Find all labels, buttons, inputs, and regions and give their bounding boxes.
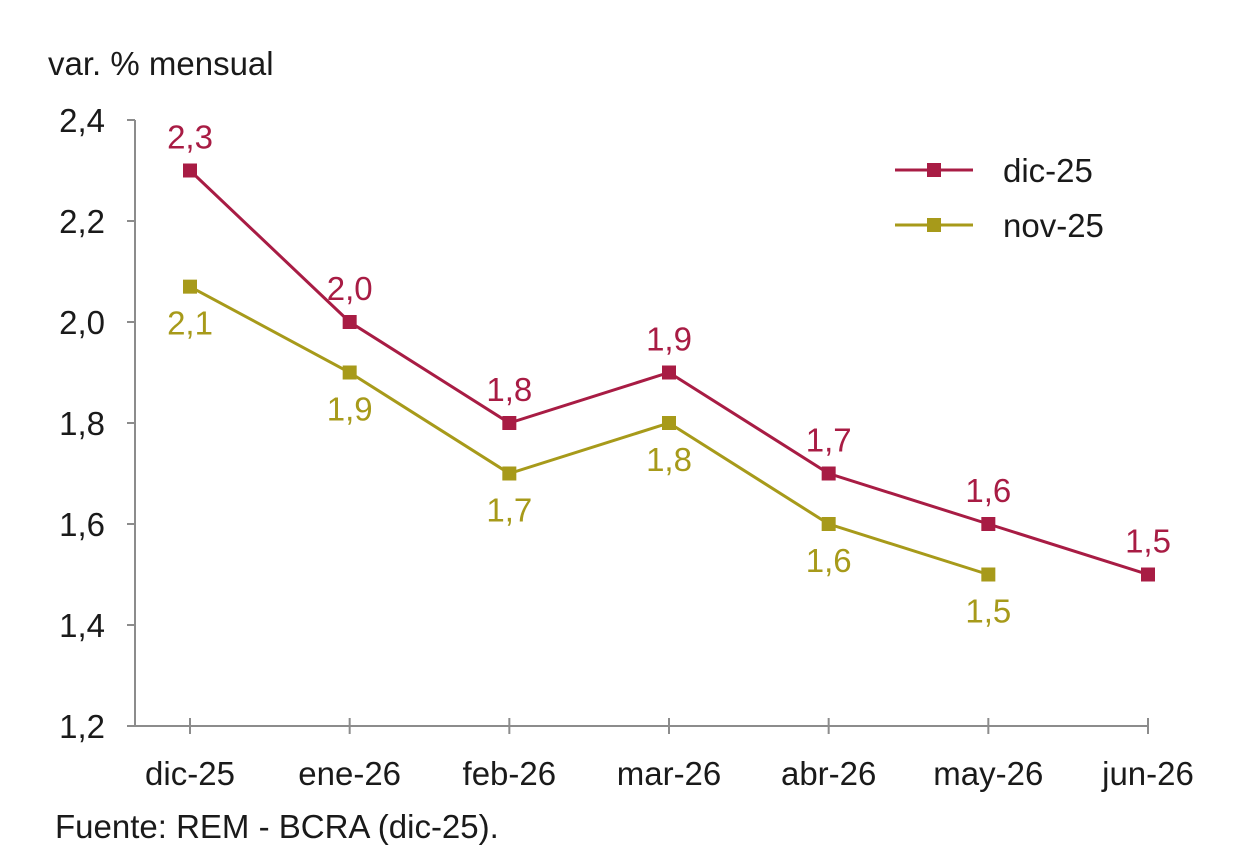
data-point: [342, 315, 357, 329]
data-point: [662, 416, 676, 430]
data-point: [183, 279, 197, 294]
data-label: 1,8: [646, 441, 692, 478]
source-note: Fuente: REM - BCRA (dic-25).: [55, 808, 499, 845]
data-label: 2,3: [167, 119, 213, 156]
series-line: [189, 285, 989, 576]
data-point: [981, 567, 996, 582]
data-label: 1,5: [965, 593, 1011, 630]
y-tick-label: 2,0: [59, 304, 105, 341]
y-tick-label: 2,2: [59, 203, 105, 240]
series-nov-25: 2,1 1,9 1,7 1,8 1,6 1,5: [167, 279, 1011, 630]
y-tick-label: 1,6: [59, 506, 105, 543]
x-tick-label: jun-26: [1101, 755, 1194, 792]
data-point: [821, 466, 836, 481]
data-label: 1,6: [965, 472, 1011, 509]
legend-item: nov-25: [895, 207, 1104, 244]
data-label: 1,5: [1125, 523, 1171, 560]
legend-marker: [927, 218, 941, 232]
data-point: [342, 365, 357, 380]
series-lines: 2,3 2,0 1,8 1,9 1,7 1,6 1,5 2,1 1,9 1,7 1,8 1,6 1,5: [167, 119, 1171, 630]
data-label: 1,9: [646, 321, 692, 358]
x-tick-label: ene-26: [298, 755, 401, 792]
y-tick-label: 2,4: [59, 102, 105, 139]
y-axis: 1,2 1,4 1,6 1,8 2,0 2,2 2,4: [59, 102, 136, 745]
legend-item: dic-25: [895, 152, 1093, 189]
data-point: [502, 416, 517, 430]
series-dic-25: 2,3 2,0 1,8 1,9 1,7 1,6 1,5: [167, 119, 1171, 582]
x-tick-label: feb-26: [463, 755, 557, 792]
data-point: [662, 365, 676, 380]
data-point: [502, 466, 517, 481]
y-tick-label: 1,8: [59, 405, 105, 442]
data-label: 1,9: [327, 391, 373, 428]
data-point: [981, 517, 996, 531]
x-tick-label: may-26: [933, 755, 1043, 792]
x-axis: dic-25 ene-26 feb-26 mar-26 abr-26 may-26 jun-…: [135, 718, 1194, 792]
y-tick-label: 1,4: [59, 607, 105, 644]
y-unit-label: var. % mensual: [48, 45, 274, 82]
legend-marker: [927, 163, 941, 177]
data-point: [821, 517, 836, 531]
legend-label: nov-25: [1003, 207, 1104, 244]
x-tick-label: dic-25: [145, 755, 235, 792]
legend-label: dic-25: [1003, 152, 1093, 189]
data-point: [1141, 567, 1155, 582]
data-label: 1,7: [486, 492, 532, 529]
y-tick-label: 1,2: [59, 708, 105, 745]
x-tick-label: mar-26: [617, 755, 722, 792]
data-label: 1,7: [806, 422, 852, 459]
x-tick-label: abr-26: [781, 755, 876, 792]
data-point: [183, 163, 197, 178]
data-label: 1,8: [486, 371, 532, 408]
data-label: 2,0: [327, 270, 373, 307]
data-label: 1,6: [806, 542, 852, 579]
data-label: 2,1: [167, 305, 213, 342]
legend: dic-25 nov-25: [895, 152, 1104, 244]
